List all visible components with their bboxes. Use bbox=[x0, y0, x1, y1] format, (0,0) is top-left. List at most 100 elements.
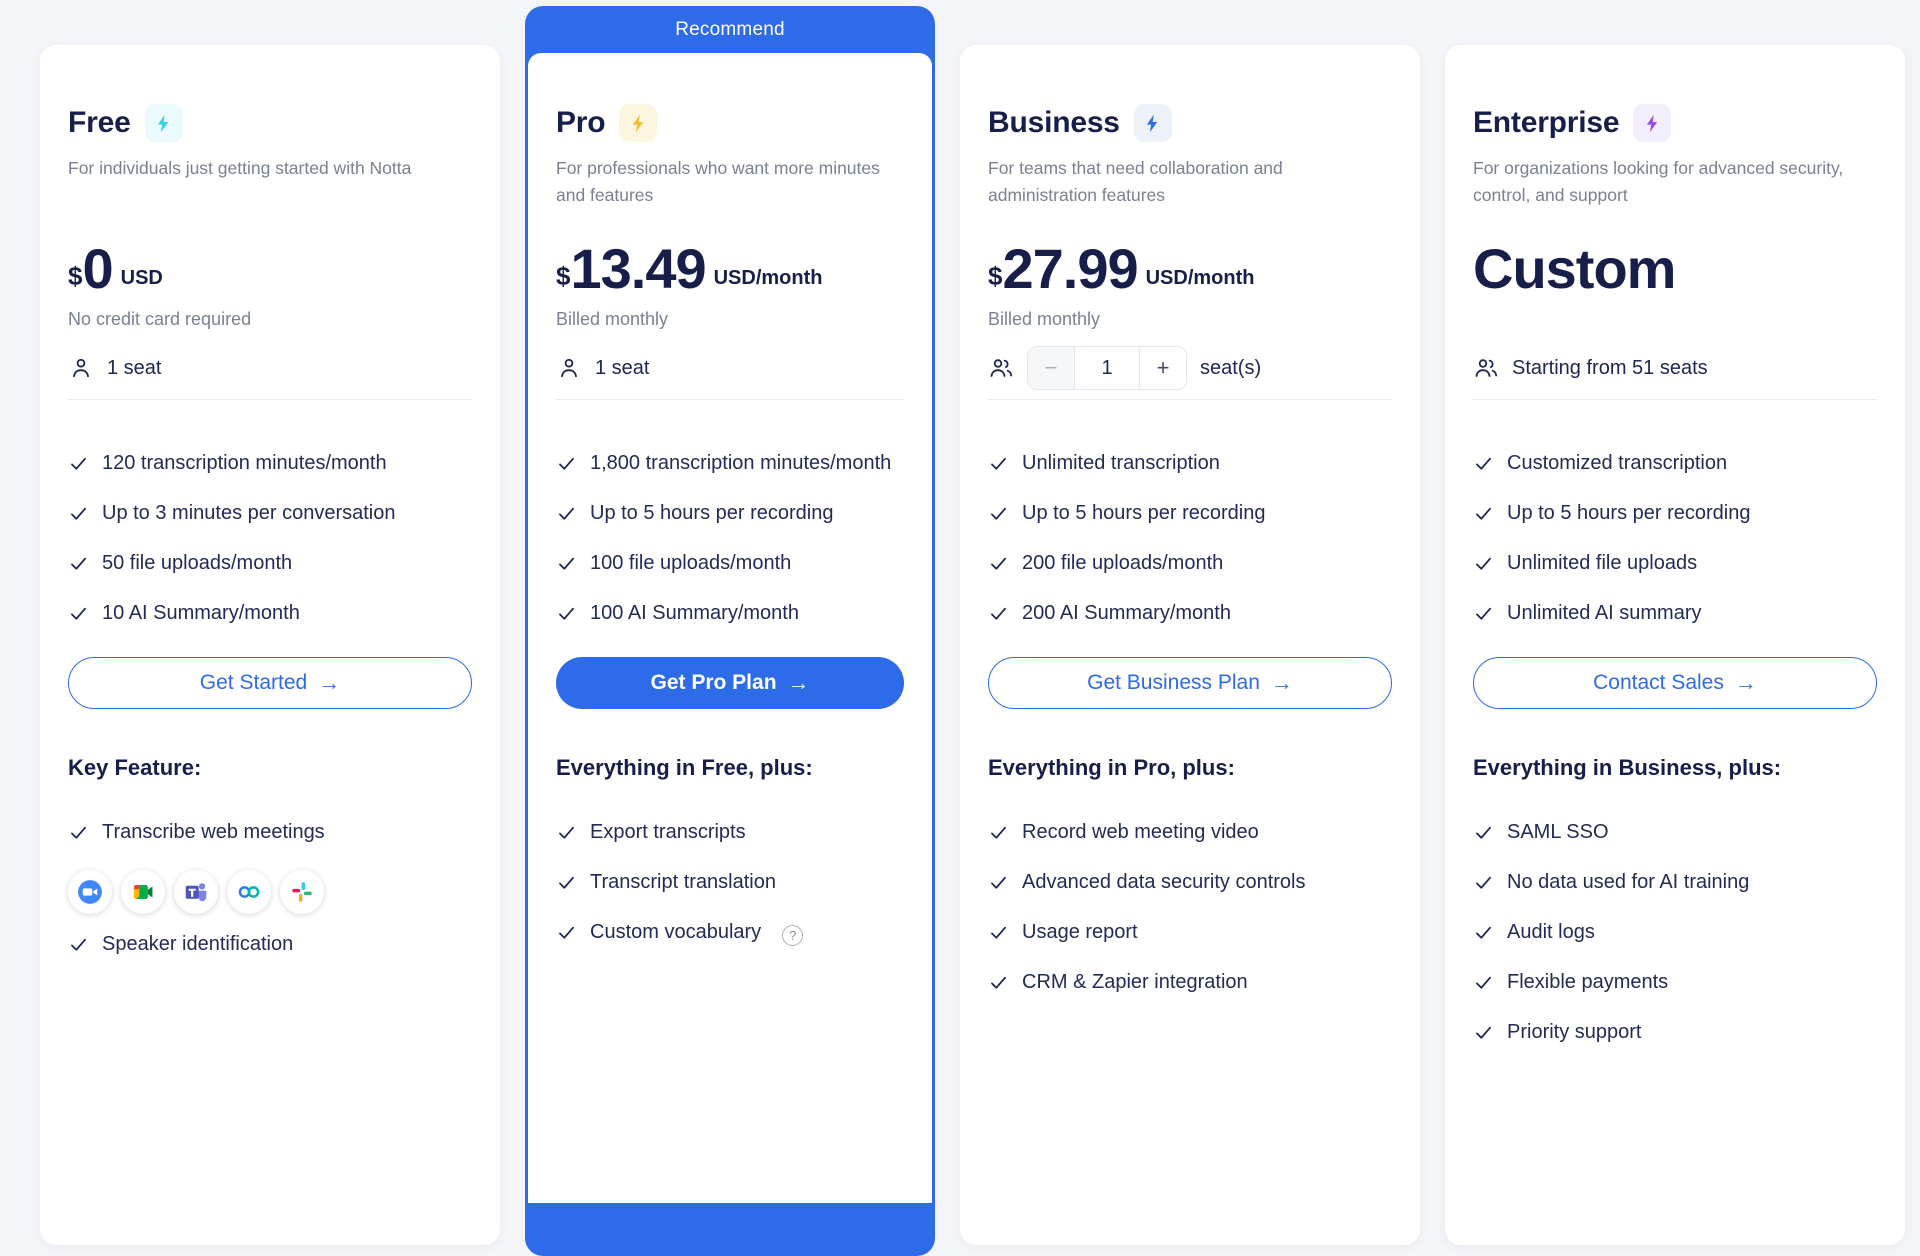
price: $ 27.99 USD/month bbox=[988, 231, 1392, 297]
feature-item: Advanced data security controls bbox=[988, 869, 1392, 896]
plan-name: Enterprise bbox=[1473, 106, 1620, 139]
check-icon bbox=[991, 826, 1006, 839]
section-heading: Everything in Business, plus: bbox=[1473, 755, 1782, 780]
plan-card-business: Business For teams that need collaborati… bbox=[960, 45, 1420, 1245]
check-icon bbox=[71, 457, 86, 470]
seat-count-value[interactable]: 1 bbox=[1074, 347, 1140, 389]
check-icon bbox=[559, 607, 574, 620]
seat-row: 1 seat bbox=[68, 345, 472, 391]
divider bbox=[988, 399, 1392, 400]
feature-text: Record web meeting video bbox=[1022, 821, 1259, 843]
slack-icon bbox=[280, 870, 324, 914]
feature-text: 50 file uploads/month bbox=[102, 552, 293, 574]
plan-name: Free bbox=[68, 106, 131, 139]
get-started-button[interactable]: Get Started → bbox=[68, 657, 472, 709]
section-heading: Key Feature: bbox=[68, 755, 202, 780]
feature-text: Up to 3 minutes per conversation bbox=[102, 502, 396, 524]
billing-note: Billed monthly bbox=[988, 309, 1101, 329]
plan-description: For professionals who want more minutes … bbox=[556, 158, 880, 205]
feature-item: 200 AI Summary/month bbox=[988, 600, 1392, 627]
user-icon bbox=[73, 358, 89, 378]
users-icon bbox=[990, 359, 1013, 377]
feature-item: 10 AI Summary/month bbox=[68, 600, 472, 627]
feature-item: Export transcripts bbox=[556, 819, 904, 846]
arrow-right-icon: → bbox=[1734, 670, 1757, 695]
feature-item: Usage report bbox=[988, 919, 1392, 946]
price-unit: USD bbox=[120, 267, 163, 289]
section-heading: Everything in Pro, plus: bbox=[988, 755, 1235, 780]
feature-item: Transcript translation bbox=[556, 869, 904, 896]
feature-item: 1,800 transcription minutes/month bbox=[556, 450, 904, 477]
check-icon bbox=[1476, 926, 1491, 939]
price: $ 0 USD bbox=[68, 231, 472, 297]
plan-card-pro-wrapper: Recommend Pro For professionals who want… bbox=[525, 6, 935, 1256]
feature-item: Up to 5 hours per recording bbox=[988, 500, 1392, 527]
feature-list: Customized transcription Up to 5 hours p… bbox=[1473, 450, 1877, 627]
price: $ 13.49 USD/month bbox=[556, 231, 904, 297]
seat-stepper: − 1 + bbox=[1027, 346, 1187, 390]
check-icon bbox=[1476, 457, 1491, 470]
feature-item: Transcribe web meetings bbox=[68, 819, 472, 846]
seat-row: − 1 + seat(s) bbox=[988, 345, 1392, 391]
lightning-icon bbox=[144, 104, 183, 142]
check-icon bbox=[1476, 976, 1491, 989]
check-icon bbox=[1476, 557, 1491, 570]
cta-label: Contact Sales bbox=[1593, 671, 1724, 694]
check-icon bbox=[991, 926, 1006, 939]
check-icon bbox=[1476, 1026, 1491, 1039]
help-icon[interactable]: ? bbox=[782, 925, 804, 946]
feature-text: Up to 5 hours per recording bbox=[1507, 502, 1751, 524]
check-icon bbox=[559, 926, 574, 939]
get-pro-plan-button[interactable]: Get Pro Plan → bbox=[556, 657, 904, 709]
feature-item: Speaker identification bbox=[68, 931, 472, 958]
feature-text: No data used for AI training bbox=[1507, 871, 1750, 893]
check-icon bbox=[559, 876, 574, 889]
check-icon bbox=[71, 507, 86, 520]
cta-label: Get Pro Plan bbox=[650, 671, 777, 694]
feature-text: Flexible payments bbox=[1507, 971, 1669, 993]
microsoft-teams-icon bbox=[174, 870, 218, 914]
check-icon bbox=[991, 976, 1006, 989]
arrow-right-icon: → bbox=[787, 670, 810, 695]
feature-item: Unlimited transcription bbox=[988, 450, 1392, 477]
feature-item: Up to 5 hours per recording bbox=[1473, 500, 1877, 527]
feature-text: 10 AI Summary/month bbox=[102, 602, 300, 624]
feature-item: 200 file uploads/month bbox=[988, 550, 1392, 577]
check-icon bbox=[559, 457, 574, 470]
lightning-icon bbox=[619, 104, 658, 142]
price-unit: USD/month bbox=[1145, 267, 1255, 289]
divider bbox=[68, 399, 472, 400]
check-icon bbox=[991, 607, 1006, 620]
feature-text: Up to 5 hours per recording bbox=[590, 502, 834, 524]
key-feature-list: Transcribe web meetings bbox=[68, 819, 472, 958]
feature-text: 100 file uploads/month bbox=[590, 552, 792, 574]
check-icon bbox=[1476, 876, 1491, 889]
feature-item: CRM & Zapier integration bbox=[988, 969, 1392, 996]
get-business-plan-button[interactable]: Get Business Plan → bbox=[988, 657, 1392, 709]
arrow-right-icon: → bbox=[1270, 670, 1293, 695]
billing-note: No credit card required bbox=[68, 309, 252, 329]
plan-card-free: Free For individuals just getting starte… bbox=[40, 45, 500, 1245]
contact-sales-button[interactable]: Contact Sales → bbox=[1473, 657, 1877, 709]
decrease-seats-button[interactable]: − bbox=[1028, 347, 1074, 389]
feature-text: Speaker identification bbox=[102, 933, 294, 955]
feature-text: Export transcripts bbox=[590, 821, 746, 843]
plan-card-pro: Pro For professionals who want more minu… bbox=[528, 53, 932, 1203]
check-icon bbox=[991, 557, 1006, 570]
cta-label: Get Business Plan bbox=[1087, 671, 1260, 694]
feature-text: Customized transcription bbox=[1507, 452, 1728, 474]
price-unit: USD/month bbox=[713, 267, 823, 289]
check-icon bbox=[559, 557, 574, 570]
feature-text: 120 transcription minutes/month bbox=[102, 452, 387, 474]
feature-item: Up to 5 hours per recording bbox=[556, 500, 904, 527]
feature-text: 200 AI Summary/month bbox=[1022, 602, 1231, 624]
lightning-icon bbox=[1133, 104, 1172, 142]
check-icon bbox=[71, 607, 86, 620]
increase-seats-button[interactable]: + bbox=[1140, 347, 1186, 389]
recommend-banner: Recommend bbox=[675, 19, 785, 40]
price: Custom bbox=[1473, 231, 1877, 297]
feature-text: Advanced data security controls bbox=[1022, 871, 1306, 893]
price-amount: Custom bbox=[1473, 237, 1676, 300]
feature-list: Unlimited transcription Up to 5 hours pe… bbox=[988, 450, 1392, 627]
feature-text: Transcribe web meetings bbox=[102, 821, 325, 843]
